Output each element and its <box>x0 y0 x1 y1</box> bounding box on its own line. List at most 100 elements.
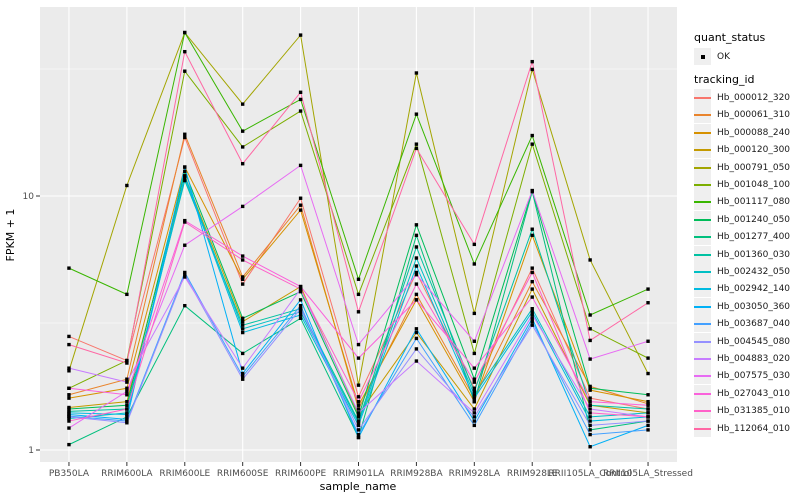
legend-title-tracking-id: tracking_id <box>694 73 755 86</box>
legend-item-label: Hb_001277_400 <box>717 232 791 243</box>
data-point-Hb_000120_300 <box>414 330 419 335</box>
data-point-Hb_001360_030 <box>646 407 650 411</box>
data-point-Hb_004545_080 <box>414 347 419 351</box>
x-tick-label: RRIM928LE <box>507 469 558 479</box>
legend-item-label: Hb_001048_100 <box>717 180 791 190</box>
legend-key-box <box>694 402 711 420</box>
data-point-Hb_112064_010 <box>588 338 592 343</box>
data-point-Hb_000061_310 <box>530 279 534 284</box>
legend-line-swatch <box>694 114 711 117</box>
data-point-Hb_000088_240 <box>530 233 534 238</box>
data-point-Hb_001048_100 <box>183 69 187 73</box>
data-point-Hb_001048_100 <box>588 327 592 331</box>
data-point-Hb_007575_030 <box>298 163 303 168</box>
y-tick-label: 10 <box>23 192 35 202</box>
legend-key-box <box>694 350 711 367</box>
data-point-Hb_007575_030 <box>530 188 534 193</box>
data-point-Hb_031385_010 <box>472 380 477 384</box>
data-point-Hb_001360_030 <box>240 323 245 327</box>
data-point-Hb_003687_040 <box>356 432 361 437</box>
data-point-Hb_002432_050 <box>414 256 419 260</box>
legend-key-box <box>694 193 711 211</box>
data-point-Hb_001240_050 <box>588 386 592 390</box>
legend-line-swatch <box>694 375 711 378</box>
data-point-Hb_004545_080 <box>530 323 534 327</box>
data-point-Hb_001048_100 <box>646 356 650 360</box>
legend-line-swatch <box>694 305 711 308</box>
data-point-Hb_001117_080 <box>646 287 650 291</box>
data-point-Hb_031385_010 <box>125 407 129 411</box>
data-point-Hb_001048_100 <box>125 358 129 363</box>
legend-key-box <box>694 384 711 402</box>
data-point-Hb_031385_010 <box>67 419 71 423</box>
legend-key-box <box>694 176 711 193</box>
data-point-Hb_007575_030 <box>183 243 187 247</box>
data-point-Hb_000061_310 <box>240 275 245 279</box>
data-point-Hb_000061_310 <box>298 203 303 207</box>
legend-item-label: Hb_000061_310 <box>717 110 791 121</box>
data-point-Hb_001117_080 <box>67 266 71 270</box>
data-point-Hb_000012_320 <box>183 135 187 140</box>
data-point-Hb_007575_030 <box>67 426 71 430</box>
data-point-Hb_112064_010 <box>298 90 303 95</box>
data-point-Hb_000088_240 <box>356 403 361 407</box>
data-point-Hb_112064_010 <box>125 361 129 365</box>
legend-item-label: Hb_031385_010 <box>717 406 791 417</box>
data-point-Hb_000120_300 <box>472 407 477 411</box>
legend-line-swatch <box>694 288 711 291</box>
data-point-Hb_004883_020 <box>356 411 361 415</box>
legend-key-box <box>694 48 711 65</box>
data-point-Hb_003050_360 <box>588 445 592 449</box>
data-point-Hb_001048_100 <box>298 109 303 113</box>
data-point-Hb_007575_030 <box>356 342 361 347</box>
data-point-Hb_112064_010 <box>472 242 477 247</box>
data-point-Hb_004545_080 <box>298 306 303 311</box>
data-point-Hb_001240_050 <box>298 289 303 294</box>
legend-line-swatch <box>694 236 711 239</box>
data-point-Hb_004545_080 <box>67 415 71 419</box>
legend-title-quant-status: quant_status <box>694 31 766 44</box>
legend-item-label: Hb_004545_080 <box>717 336 791 347</box>
legend-item-label: Hb_001360_030 <box>717 249 791 260</box>
legend-item-label: Hb_112064_010 <box>717 423 791 434</box>
x-tick-label: RRIM928LA <box>449 469 501 479</box>
data-point-Hb_000791_050 <box>356 383 361 387</box>
data-point-Hb_003050_360 <box>298 298 303 302</box>
legend-item-label: Hb_003050_360 <box>717 301 791 312</box>
data-point-Hb_002942_140 <box>588 419 592 423</box>
data-point-Hb_001277_400 <box>125 415 129 419</box>
data-point-Hb_001117_080 <box>183 30 187 35</box>
data-point-Hb_004883_020 <box>125 380 129 384</box>
data-point-Hb_003050_360 <box>530 316 534 320</box>
data-point-Hb_001277_400 <box>472 399 477 404</box>
data-point-Hb_031385_010 <box>183 220 187 224</box>
data-point-Hb_002432_050 <box>472 393 477 397</box>
data-point-Hb_001360_030 <box>414 245 419 249</box>
data-point-Hb_003050_360 <box>472 419 477 423</box>
data-point-Hb_000088_240 <box>67 396 71 400</box>
data-point-Hb_007575_030 <box>125 389 129 394</box>
data-point-Hb_004883_020 <box>183 275 187 279</box>
data-point-Hb_003687_040 <box>588 432 592 437</box>
data-point-Hb_003050_360 <box>240 371 245 376</box>
data-point-Hb_000791_050 <box>472 311 477 316</box>
data-point-Hb_112064_010 <box>530 59 534 64</box>
x-tick-label: RRIM600LE <box>159 469 210 479</box>
data-point-Hb_004883_020 <box>530 313 534 317</box>
legend-key-box <box>694 263 711 280</box>
data-point-Hb_112064_010 <box>183 49 187 54</box>
data-point-Hb_000791_050 <box>298 33 303 37</box>
data-point-Hb_003687_040 <box>646 428 650 432</box>
axis-tick-marks <box>36 195 649 466</box>
data-point-Hb_004545_080 <box>240 377 245 381</box>
data-point-Hb_000012_320 <box>414 270 419 275</box>
data-point-Hb_001048_100 <box>240 145 245 149</box>
data-point-Hb_004545_080 <box>472 415 477 419</box>
data-point-Hb_004545_080 <box>646 419 650 423</box>
data-point-Hb_004545_080 <box>125 421 129 425</box>
data-point-Hb_001240_050 <box>646 393 650 397</box>
data-point-Hb_002432_050 <box>646 411 650 415</box>
legend-line-swatch <box>694 340 711 343</box>
data-point-Hb_002432_050 <box>356 421 361 425</box>
data-point-Hb_000088_240 <box>240 277 245 281</box>
